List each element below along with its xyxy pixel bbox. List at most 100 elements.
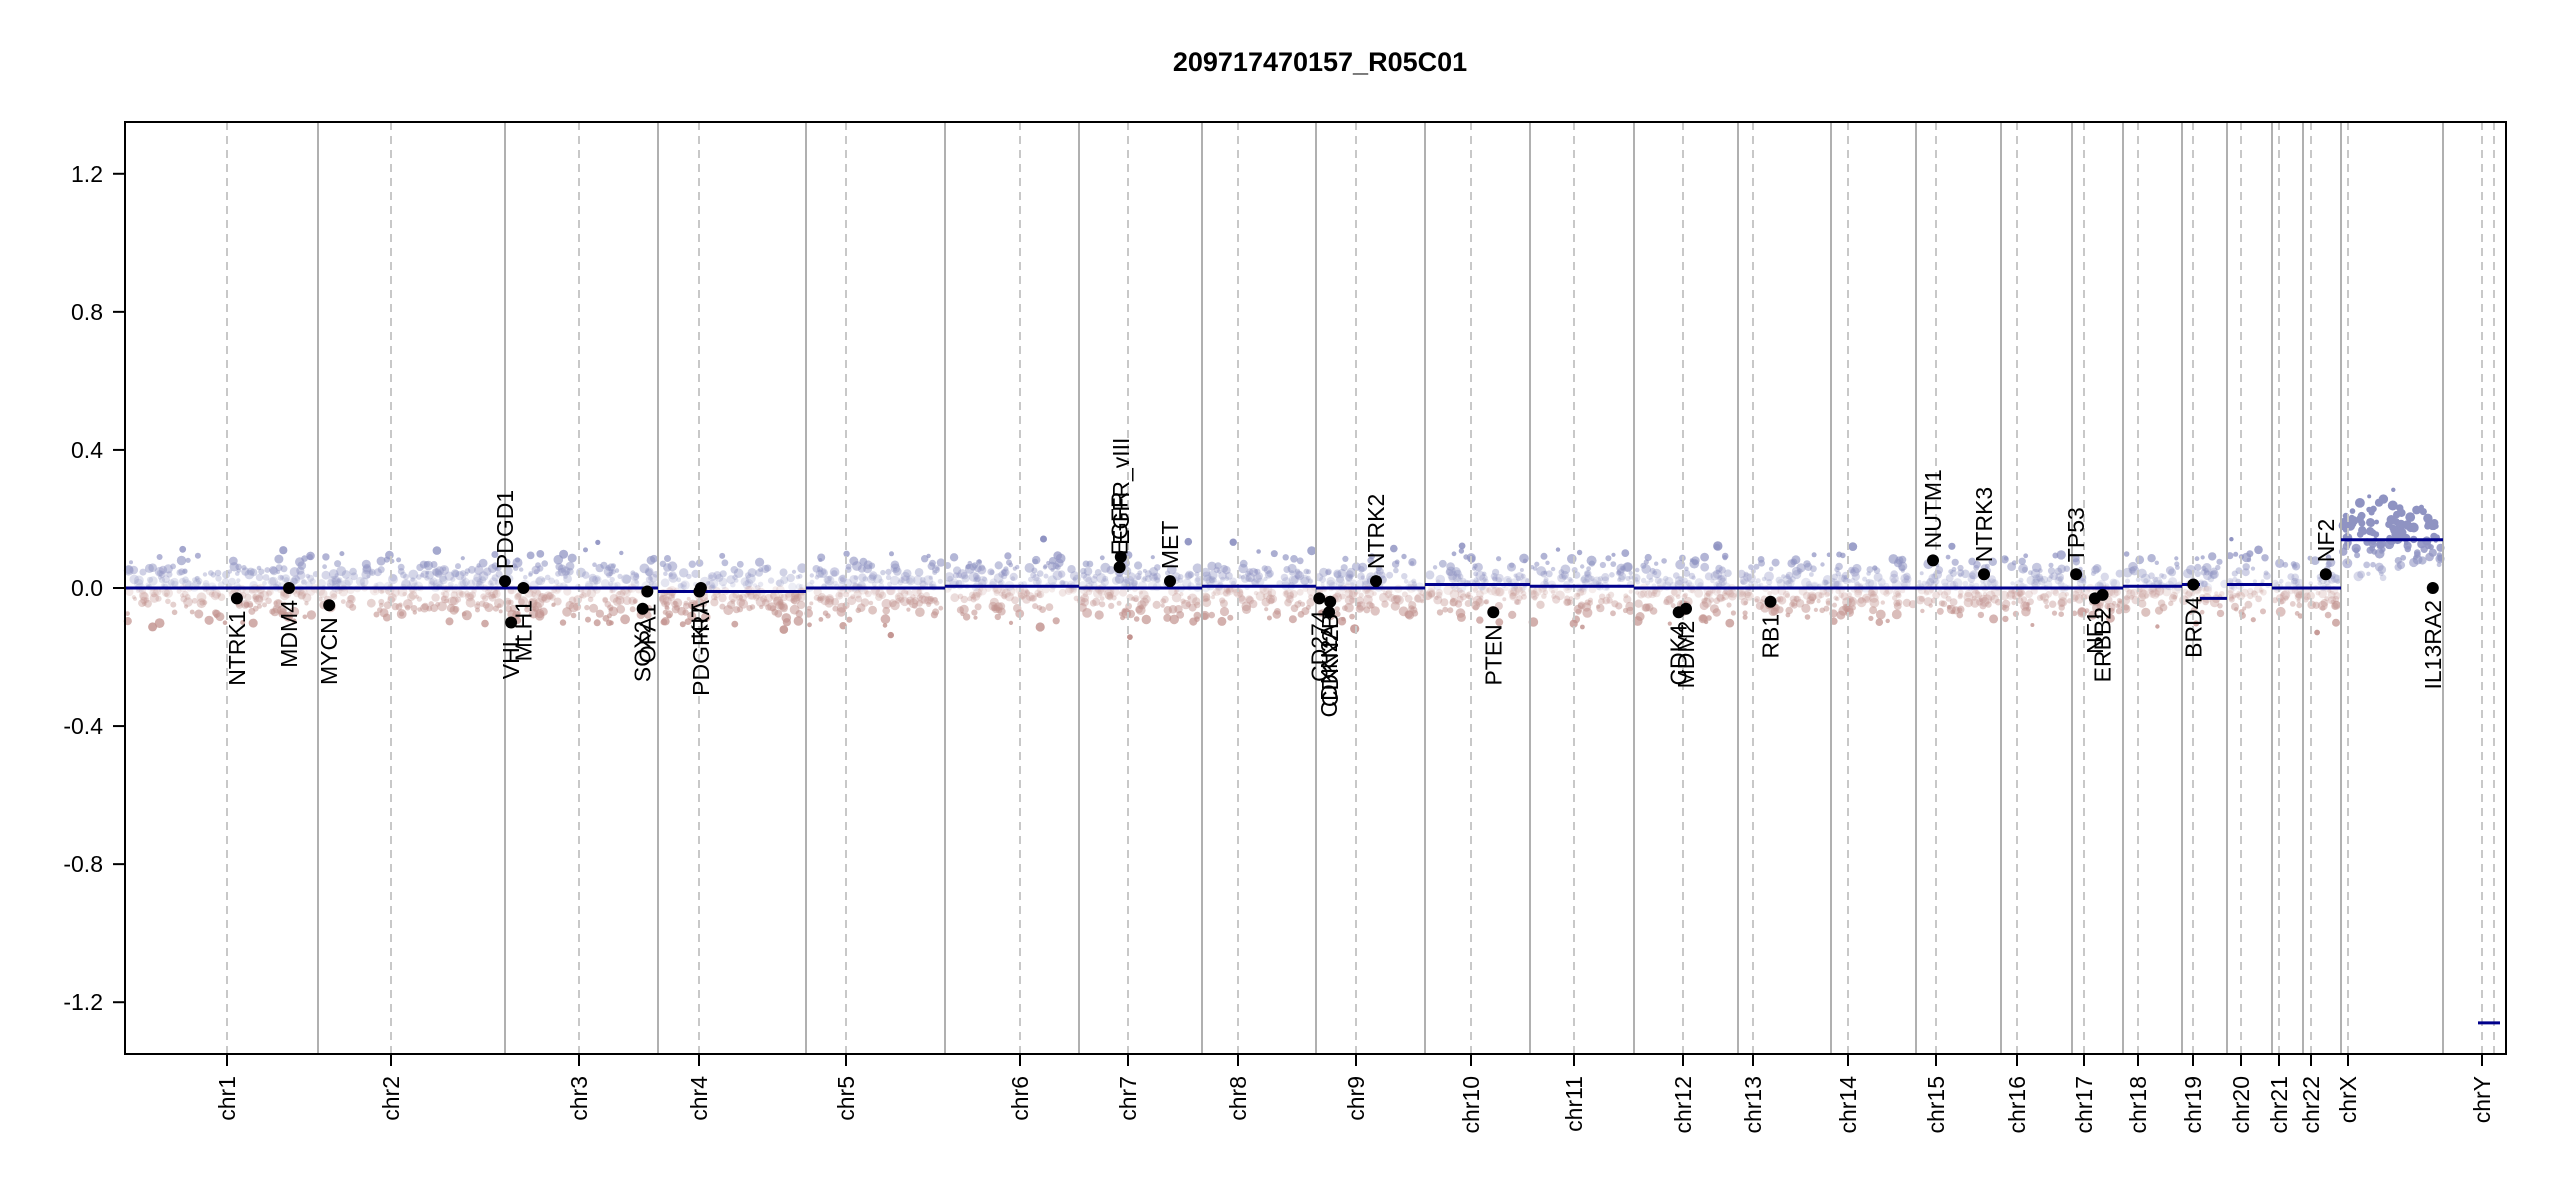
probe-point: [1306, 586, 1317, 596]
probe-point: [1290, 604, 1299, 613]
probe-point: [1561, 574, 1568, 581]
probe-point: [659, 595, 670, 605]
probe-point: [1299, 601, 1306, 607]
probe-point: [1106, 593, 1114, 601]
probe-point: [888, 599, 897, 608]
probe-point: [1463, 554, 1469, 560]
probe-point: [1131, 580, 1138, 587]
probe-point: [2138, 599, 2147, 608]
probe-point: [282, 601, 287, 607]
probe-point: [2374, 519, 2380, 525]
probe-point: [1220, 576, 1226, 582]
probe-point: [850, 594, 855, 600]
probe-point: [1724, 569, 1732, 577]
probe-point: [1212, 588, 1221, 596]
probe-point: [1090, 581, 1098, 588]
probe-point: [1555, 590, 1565, 601]
probe-point: [1224, 576, 1230, 581]
gene-marker: [2070, 568, 2083, 581]
probe-point: [416, 596, 423, 602]
probe-point: [1267, 597, 1275, 605]
probe-point: [214, 569, 222, 577]
probe-point: [235, 571, 240, 576]
probe-point: [1689, 558, 1700, 569]
probe-point: [1640, 562, 1647, 569]
probe-point: [798, 584, 804, 589]
probe-point: [668, 571, 677, 580]
probe-point: [1104, 589, 1114, 600]
probe-point: [492, 590, 498, 596]
probe-point: [639, 563, 650, 574]
probe-point: [1583, 570, 1592, 578]
probe-point: [279, 575, 285, 580]
probe-point: [713, 571, 722, 580]
probe-point: [603, 566, 614, 577]
probe-point: [824, 598, 834, 608]
gene-label: NF2: [2313, 519, 2339, 562]
probe-point: [838, 575, 847, 584]
probe-point: [1073, 595, 1080, 602]
probe-point: [796, 600, 806, 610]
probe-point: [490, 593, 496, 599]
probe-point: [441, 595, 449, 604]
probe-point: [1344, 602, 1354, 613]
probe-point: [1486, 587, 1492, 593]
probe-point: [932, 570, 938, 575]
probe-point: [182, 568, 188, 574]
probe-point: [1989, 614, 1999, 624]
probe-point: [1296, 588, 1304, 596]
probe-point: [479, 576, 487, 584]
probe-point: [544, 591, 553, 600]
probe-point: [1652, 570, 1658, 576]
x-tick-label: chrY: [2469, 1076, 2495, 1123]
probe-point: [459, 580, 467, 587]
probe-point: [516, 591, 522, 598]
probe-point: [1052, 617, 1060, 625]
probe-point: [1358, 592, 1364, 598]
probe-point: [977, 576, 988, 586]
probe-point: [1580, 624, 1585, 630]
probe-point: [1919, 571, 1924, 576]
probe-point: [539, 607, 548, 616]
probe-point: [1584, 571, 1591, 577]
probe-point: [1252, 573, 1262, 583]
probe-point: [2003, 556, 2009, 561]
probe-point: [1969, 570, 1979, 580]
gene-label: PDGFRA: [688, 599, 714, 696]
probe-point: [2123, 551, 2130, 557]
probe-point: [180, 593, 185, 598]
probe-point: [679, 621, 686, 628]
probe-point: [1637, 590, 1645, 599]
probe-point: [1582, 607, 1593, 618]
y-tick-label: 0.4: [71, 437, 103, 463]
probe-point: [1114, 574, 1124, 585]
probe-point: [1334, 606, 1340, 612]
probe-point: [1282, 590, 1289, 597]
probe-point: [1374, 571, 1379, 576]
probe-point: [1034, 589, 1042, 597]
probe-point: [2254, 545, 2263, 555]
probe-point: [1163, 606, 1173, 615]
probe-point: [553, 579, 560, 585]
probe-point: [1903, 572, 1911, 581]
gene-marker: [641, 585, 654, 598]
probe-point: [1705, 590, 1712, 597]
probe-point: [956, 572, 963, 579]
probe-point: [2208, 552, 2217, 561]
probe-point: [944, 572, 955, 583]
probe-point: [1649, 567, 1656, 574]
probe-point: [786, 573, 795, 583]
probe-point: [1483, 599, 1490, 605]
probe-point: [424, 575, 430, 581]
probe-point: [916, 594, 924, 601]
probe-point: [360, 582, 366, 587]
probe-point: [182, 568, 188, 575]
probe-point: [444, 598, 449, 604]
probe-point: [973, 615, 978, 620]
probe-point: [2027, 598, 2034, 606]
probe-point: [809, 601, 814, 606]
probe-point: [1390, 544, 1398, 553]
probe-point: [1761, 576, 1767, 582]
probe-point: [2314, 629, 2321, 636]
probe-point: [1564, 598, 1572, 606]
